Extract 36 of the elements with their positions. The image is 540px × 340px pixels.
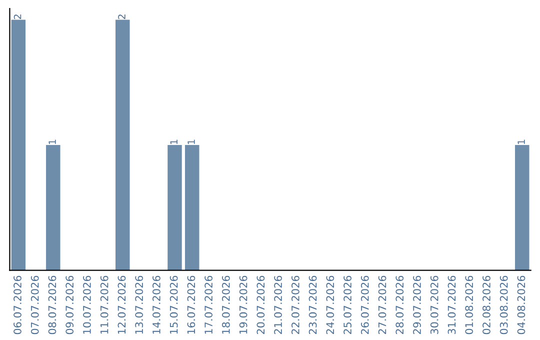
x-tick-label: 12.07.2026: [118, 276, 126, 334]
data-label: 2: [14, 14, 22, 20]
data-label: 1: [48, 140, 56, 144]
x-tick-label: 30.07.2026: [430, 276, 438, 334]
x-tick-label: 08.07.2026: [48, 276, 56, 334]
x-tick-label: 06.07.2026: [14, 276, 22, 334]
x-tick-label: 31.07.2026: [448, 276, 456, 334]
x-tick-label: 07.07.2026: [30, 276, 39, 334]
x-tick-label: 25.07.2026: [344, 276, 352, 334]
x-tick-label: 26.07.2026: [360, 276, 369, 334]
x-tick-label: 14.07.2026: [152, 276, 160, 334]
x-tick-label: 17.07.2026: [204, 276, 212, 334]
x-tick-label: 04.08.2026: [517, 276, 526, 334]
x-tick-label: 24.07.2026: [326, 276, 334, 334]
x-tick-label: 20.07.2026: [256, 276, 265, 334]
x-tick-label: 10.07.2026: [83, 276, 91, 334]
x-tick-label: 11.07.2026: [100, 276, 108, 334]
x-tick-label: 03.08.2026: [500, 276, 508, 334]
x-tick-label: 09.07.2026: [66, 276, 74, 334]
x-tick-label: 13.07.2026: [135, 276, 144, 334]
x-tick-label: 29.07.2026: [413, 276, 421, 334]
x-tick-label: 22.07.2026: [291, 276, 300, 334]
data-label: 1: [518, 140, 525, 144]
x-tick-label: 28.07.2026: [396, 276, 404, 334]
x-tick-label: 16.07.2026: [187, 276, 196, 334]
x-tick-label: 02.08.2026: [482, 276, 490, 334]
x-tick-label: 21.07.2026: [274, 276, 282, 334]
data-label: 1: [188, 140, 195, 144]
x-tick-label: 18.07.2026: [222, 276, 230, 334]
x-tick-label: 19.07.2026: [239, 276, 248, 334]
data-label: 2: [118, 14, 126, 20]
data-label: 1: [170, 140, 178, 144]
x-tick-label: 01.08.2026: [465, 276, 474, 334]
x-tick-label: 15.07.2026: [170, 276, 178, 334]
x-tick-label: 23.07.2026: [308, 276, 317, 334]
x-tick-label: 27.07.2026: [378, 276, 386, 334]
